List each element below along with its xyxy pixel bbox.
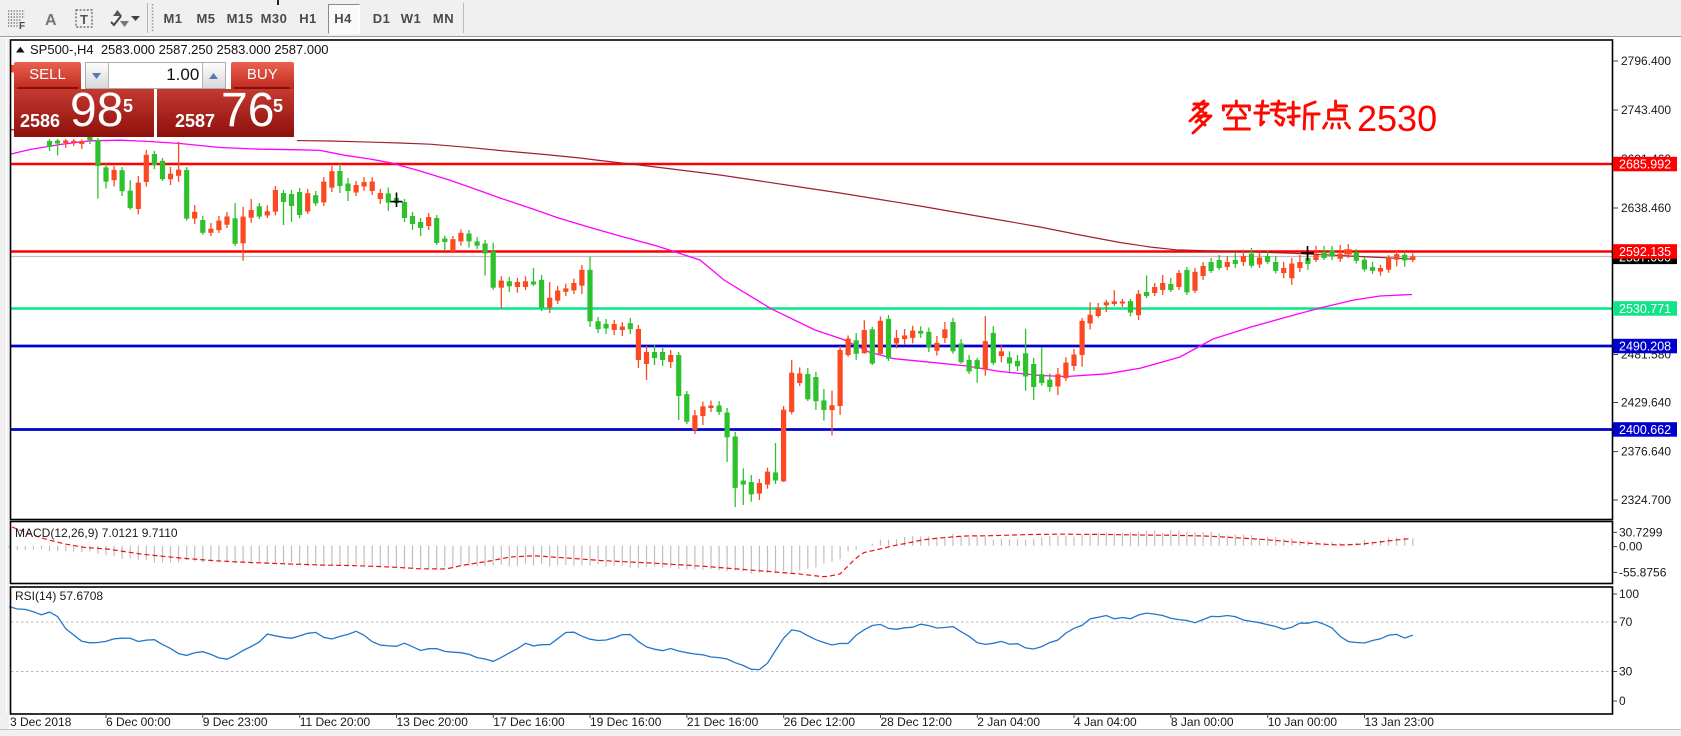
svg-text:2530: 2530: [1357, 98, 1437, 139]
svg-text:8 Jan 00:00: 8 Jan 00:00: [1171, 715, 1234, 729]
svg-text:6 Dec 00:00: 6 Dec 00:00: [106, 715, 171, 729]
svg-text:2 Jan 04:00: 2 Jan 04:00: [977, 715, 1040, 729]
svg-text:26 Dec 12:00: 26 Dec 12:00: [784, 715, 856, 729]
svg-text:A: A: [45, 12, 57, 29]
svg-text:9 Dec 23:00: 9 Dec 23:00: [203, 715, 268, 729]
svg-text:2530.771: 2530.771: [1619, 302, 1671, 316]
svg-text:17 Dec 16:00: 17 Dec 16:00: [493, 715, 565, 729]
svg-text:30.7299: 30.7299: [1619, 525, 1663, 539]
svg-text:30: 30: [1619, 665, 1633, 679]
svg-text:0: 0: [1619, 694, 1626, 708]
svg-text:2400.662: 2400.662: [1619, 423, 1671, 437]
svg-text:0.00: 0.00: [1619, 540, 1643, 554]
svg-text:2796.400: 2796.400: [1621, 54, 1671, 68]
svg-text:2429.640: 2429.640: [1621, 396, 1671, 410]
svg-text:10 Jan 00:00: 10 Jan 00:00: [1268, 715, 1338, 729]
svg-text:11 Dec 20:00: 11 Dec 20:00: [300, 715, 371, 729]
svg-text:100: 100: [1619, 587, 1639, 601]
svg-text:28 Dec 12:00: 28 Dec 12:00: [881, 715, 953, 729]
svg-text:2685.992: 2685.992: [1619, 158, 1671, 172]
svg-text:2638.460: 2638.460: [1621, 201, 1671, 215]
svg-text:2376.640: 2376.640: [1621, 445, 1671, 459]
svg-text:2324.700: 2324.700: [1621, 493, 1671, 507]
svg-text:2592.135: 2592.135: [1619, 245, 1671, 259]
svg-text:3 Dec 2018: 3 Dec 2018: [10, 715, 72, 729]
svg-text:2743.400: 2743.400: [1621, 103, 1671, 117]
svg-text:SP500-,H4 2583.000 2587.250 2: SP500-,H4 2583.000 2587.250 2583.000 258…: [30, 42, 329, 57]
svg-text:2490.208: 2490.208: [1619, 340, 1671, 354]
svg-text:F: F: [19, 21, 25, 32]
svg-text:4 Jan 04:00: 4 Jan 04:00: [1074, 715, 1137, 729]
svg-text:MACD(12,26,9) 7.0121 9.7110: MACD(12,26,9) 7.0121 9.7110: [15, 526, 178, 540]
svg-text:-55.8756: -55.8756: [1619, 565, 1667, 579]
svg-text:21 Dec 16:00: 21 Dec 16:00: [687, 715, 759, 729]
svg-text:13 Dec 20:00: 13 Dec 20:00: [397, 715, 469, 729]
svg-text:19 Dec 16:00: 19 Dec 16:00: [590, 715, 662, 729]
svg-text:RSI(14) 57.6708: RSI(14) 57.6708: [15, 589, 103, 603]
svg-text:T: T: [80, 12, 88, 27]
svg-text:70: 70: [1619, 615, 1633, 629]
svg-text:13 Jan 23:00: 13 Jan 23:00: [1365, 715, 1435, 729]
